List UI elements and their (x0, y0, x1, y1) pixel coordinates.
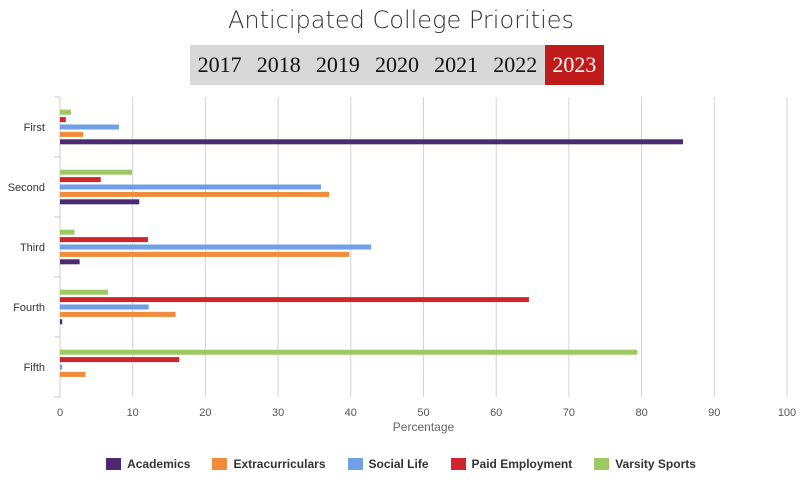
bar-social-life (60, 184, 321, 190)
x-tick-label: 90 (708, 407, 720, 419)
x-tick-label: 80 (635, 407, 647, 419)
bar-varsity-sports (60, 169, 132, 175)
legend-swatch (594, 458, 610, 470)
legend-item-academics[interactable]: Academics (106, 457, 190, 471)
bar-extracurriculars (60, 371, 86, 377)
legend-swatch (106, 458, 122, 470)
x-tick-label: 70 (563, 407, 575, 419)
legend-label: Paid Employment (471, 457, 573, 471)
bar-academics (60, 319, 63, 325)
bar-varsity-sports (60, 349, 638, 355)
bar-social-life (60, 244, 372, 250)
legend-label: Varsity Sports (615, 457, 696, 471)
bar-varsity-sports (60, 289, 108, 295)
bar-paid-employment (60, 177, 101, 183)
legend: Academics Extracurriculars Social Life Paid… (0, 457, 802, 471)
legend-swatch (212, 458, 228, 470)
category-label: Fifth (24, 362, 45, 374)
legend-item-varsity-sports[interactable]: Varsity Sports (594, 457, 696, 471)
category-label: Third (20, 242, 45, 254)
bar-extracurriculars (60, 311, 176, 317)
year-tab-2017[interactable]: 2017 (197, 52, 242, 77)
legend-item-social-life[interactable]: Social Life (347, 457, 429, 471)
legend-swatch (347, 458, 363, 470)
bar-varsity-sports (60, 109, 71, 115)
bar-social-life (60, 124, 119, 130)
category-label: Fourth (13, 302, 45, 314)
year-tab-2018[interactable]: 2018 (256, 52, 301, 77)
year-tab-2023[interactable]: 2023 (544, 45, 604, 85)
year-tab-2019[interactable]: 2019 (315, 52, 360, 77)
x-tick-label: 60 (490, 407, 502, 419)
x-tick-label: 50 (417, 407, 429, 419)
year-tab-2022[interactable]: 2022 (493, 52, 538, 77)
legend-label: Academics (127, 457, 191, 471)
bar-chart: 0 10 20 30 40 50 60 70 80 90 100 Percentage First Sec… (8, 96, 796, 434)
x-axis-title: Percentage (393, 420, 455, 434)
bar-extracurriculars (60, 131, 84, 137)
bar-extracurriculars (60, 251, 350, 257)
year-tab-2021[interactable]: 2021 (434, 52, 479, 77)
year-selector: 2017 2018 2019 2020 2021 2022 2023 (190, 45, 604, 85)
bar-extracurriculars (60, 191, 329, 197)
bar-academics (60, 139, 684, 145)
x-tick-label: 20 (199, 407, 211, 419)
bar-paid-employment (60, 357, 180, 363)
category-label: Second (8, 182, 45, 194)
bar-academics (60, 259, 80, 265)
legend-swatch (450, 458, 466, 470)
legend-item-extracurriculars[interactable]: Extracurriculars (212, 457, 326, 471)
legend-label: Social Life (368, 457, 429, 471)
bar-paid-employment (60, 117, 66, 123)
bar-social-life (60, 364, 63, 370)
bar-varsity-sports (60, 229, 75, 235)
year-tab-2020[interactable]: 2020 (374, 52, 419, 77)
x-tick-label: 10 (127, 407, 139, 419)
x-tick-label: 100 (778, 407, 796, 419)
bar-paid-employment (60, 297, 529, 303)
x-tick-label: 0 (57, 407, 63, 419)
bar-social-life (60, 304, 149, 310)
legend-label: Extracurriculars (233, 457, 326, 471)
bar-academics (60, 199, 140, 205)
x-tick-label: 40 (345, 407, 357, 419)
legend-item-paid-employment[interactable]: Paid Employment (450, 457, 573, 471)
category-label: First (24, 122, 45, 134)
x-tick-label: 30 (272, 407, 284, 419)
chart-title: Anticipated College Priorities (227, 6, 575, 34)
bar-paid-employment (60, 237, 148, 243)
